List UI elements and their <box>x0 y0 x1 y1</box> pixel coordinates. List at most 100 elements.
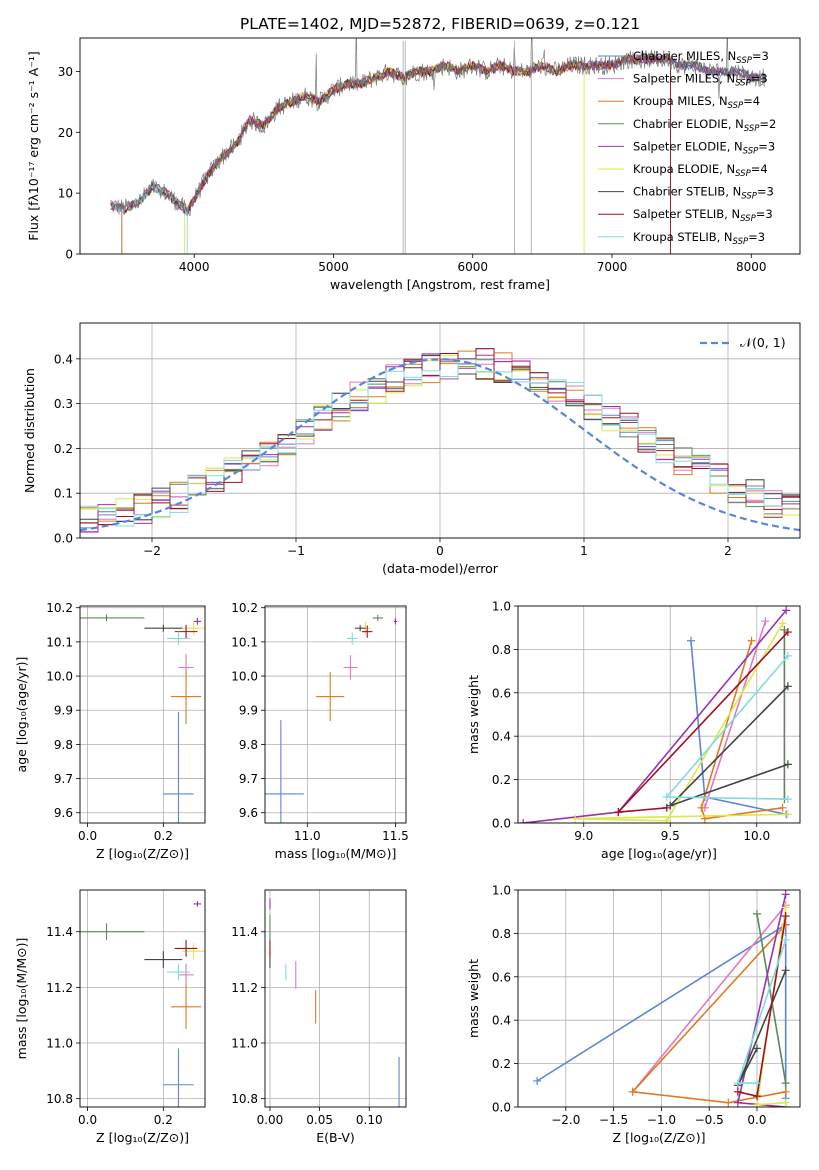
y-tick-label: 0.6 <box>492 686 511 700</box>
x-axis-label: E(B-V) <box>316 1130 355 1145</box>
fit-weights <box>700 617 770 812</box>
y-tick-label: 10.8 <box>231 1092 258 1106</box>
fit-point <box>163 711 194 823</box>
y-tick-label: 0.6 <box>492 970 511 984</box>
weight-marker <box>781 1098 790 1107</box>
weight-marker <box>752 1079 761 1088</box>
x-tick-label: 0.0 <box>78 1113 97 1127</box>
model-spectrum-line <box>183 60 585 254</box>
y-tick-label: 1.0 <box>492 884 511 898</box>
weight-line <box>669 685 789 807</box>
weight-marker <box>733 1087 742 1096</box>
x-tick-label: 11.0 <box>294 829 321 843</box>
spectrum-plot-area <box>110 38 766 254</box>
weight-marker <box>733 1098 742 1107</box>
fit-point <box>316 671 345 722</box>
weight-marker <box>519 819 528 823</box>
weight-marker <box>533 1076 542 1085</box>
weight-marker <box>783 810 792 819</box>
x-tick-label: 1 <box>580 544 588 558</box>
y-axis-label: Flux [fλ10⁻¹⁷ erg cm⁻² s⁻¹ A⁻¹] <box>26 51 41 240</box>
axes-frame <box>79 605 206 824</box>
Z_massweight-axes: −2.0 −1.5 −1.0 −0.5 0.0 0.0 0.2 0.4 0.6 0.8 1.0 Z [… <box>466 884 801 1145</box>
y-tick-label: 10 <box>58 187 73 201</box>
axes-frame <box>517 605 801 824</box>
y-tick-label: 11.2 <box>46 981 73 995</box>
weight-marker <box>781 903 790 912</box>
x-tick-label: −2.0 <box>551 1113 580 1127</box>
y-tick-label: 10.0 <box>46 670 73 684</box>
fit-point <box>269 940 271 957</box>
axes-frame <box>79 322 801 539</box>
y-tick-label: 0.1 <box>54 487 73 501</box>
weight-marker <box>783 760 792 769</box>
y-tick-label: 0.8 <box>492 643 511 657</box>
weight-marker <box>687 636 696 645</box>
legend-label: Kroupa ELODIE, NSSP=4 <box>633 162 768 179</box>
age_massweight-plot-area <box>518 606 800 823</box>
y-tick-label: 1.0 <box>492 600 511 614</box>
weight-marker <box>781 1079 790 1088</box>
gaussian-curve <box>80 358 800 532</box>
y-tick-label: 0.4 <box>492 730 511 744</box>
weight-marker <box>752 1100 761 1107</box>
x-tick-label: 0.00 <box>257 1113 284 1127</box>
Z_vs_mass-plot-area <box>80 890 205 1107</box>
fit-point <box>163 1048 194 1107</box>
histogram-step <box>80 359 800 538</box>
Z_vs_age-axes: 0.0 0.2 9.6 9.7 9.8 9.9 10.0 10.1 10.2 Z [log₁₀(Z… <box>14 601 206 861</box>
y-tick-label: 0.3 <box>54 397 73 411</box>
fit-point <box>170 669 202 724</box>
y-axis-label: mass weight <box>466 675 481 754</box>
fit-point <box>80 614 145 622</box>
x-tick-label: 0.2 <box>154 829 173 843</box>
y-tick-label: 9.7 <box>239 772 258 786</box>
y-tick-label: 0.0 <box>54 532 73 546</box>
fit-point <box>354 625 366 632</box>
y-tick-label: 0.0 <box>492 1101 511 1115</box>
weight-marker <box>782 606 791 615</box>
y-tick-label: 10.2 <box>46 601 73 615</box>
x-tick-label: 0.05 <box>306 1113 333 1127</box>
fit-point <box>167 963 190 981</box>
legend-label: Kroupa STELIB, NSSP=3 <box>633 230 765 247</box>
x-tick-label: −1.0 <box>647 1113 676 1127</box>
fit-point <box>144 951 183 968</box>
fit-weights <box>666 682 792 810</box>
x-tick-label: −1.5 <box>599 1113 628 1127</box>
x-tick-label: 6000 <box>457 260 488 274</box>
y-axis-label: age [log₁₀(age/yr)] <box>14 657 29 773</box>
y-tick-label: 0 <box>65 248 73 262</box>
x-tick-label: 0.10 <box>356 1113 383 1127</box>
x-tick-label: 4000 <box>179 260 210 274</box>
weight-marker <box>571 814 580 823</box>
fit-weights <box>752 909 790 1088</box>
mass_vs_age-plot-area <box>265 606 406 823</box>
weight-marker <box>752 909 761 918</box>
fit-weights <box>780 625 789 804</box>
x-axis-label: mass [log₁₀(M/M⊙)] <box>275 846 397 861</box>
y-tick-label: 0.4 <box>492 1014 511 1028</box>
weight-marker <box>747 636 756 645</box>
x-tick-label: 11.5 <box>382 829 409 843</box>
fit-point <box>295 960 297 989</box>
residual_hist-axes: −2 −1 0 1 2 0.0 0.1 0.2 0.3 0.4 (data-model)/error… <box>22 322 801 576</box>
fit-weights <box>519 606 791 823</box>
y-tick-label: 9.9 <box>54 704 73 718</box>
fit-point <box>315 990 317 1024</box>
weight-marker <box>662 816 671 823</box>
y-tick-label: 10.1 <box>231 635 258 649</box>
x-axis-label: age [log₁₀(age/yr)] <box>601 846 717 861</box>
weight-marker <box>752 1044 761 1053</box>
legend-label: Salpeter ELODIE, NSSP=3 <box>633 139 775 156</box>
weight-marker <box>781 890 790 899</box>
model-spectrum-line <box>110 52 671 254</box>
weight-marker <box>697 803 706 812</box>
y-axis-label: mass weight <box>466 959 481 1038</box>
x-tick-label: 7000 <box>597 260 628 274</box>
fit-point <box>193 901 202 907</box>
weight-marker <box>783 628 792 637</box>
legend-label: Chabrier ELODIE, NSSP=2 <box>633 117 776 134</box>
weight-marker <box>628 1087 637 1096</box>
weight-line <box>704 620 767 809</box>
